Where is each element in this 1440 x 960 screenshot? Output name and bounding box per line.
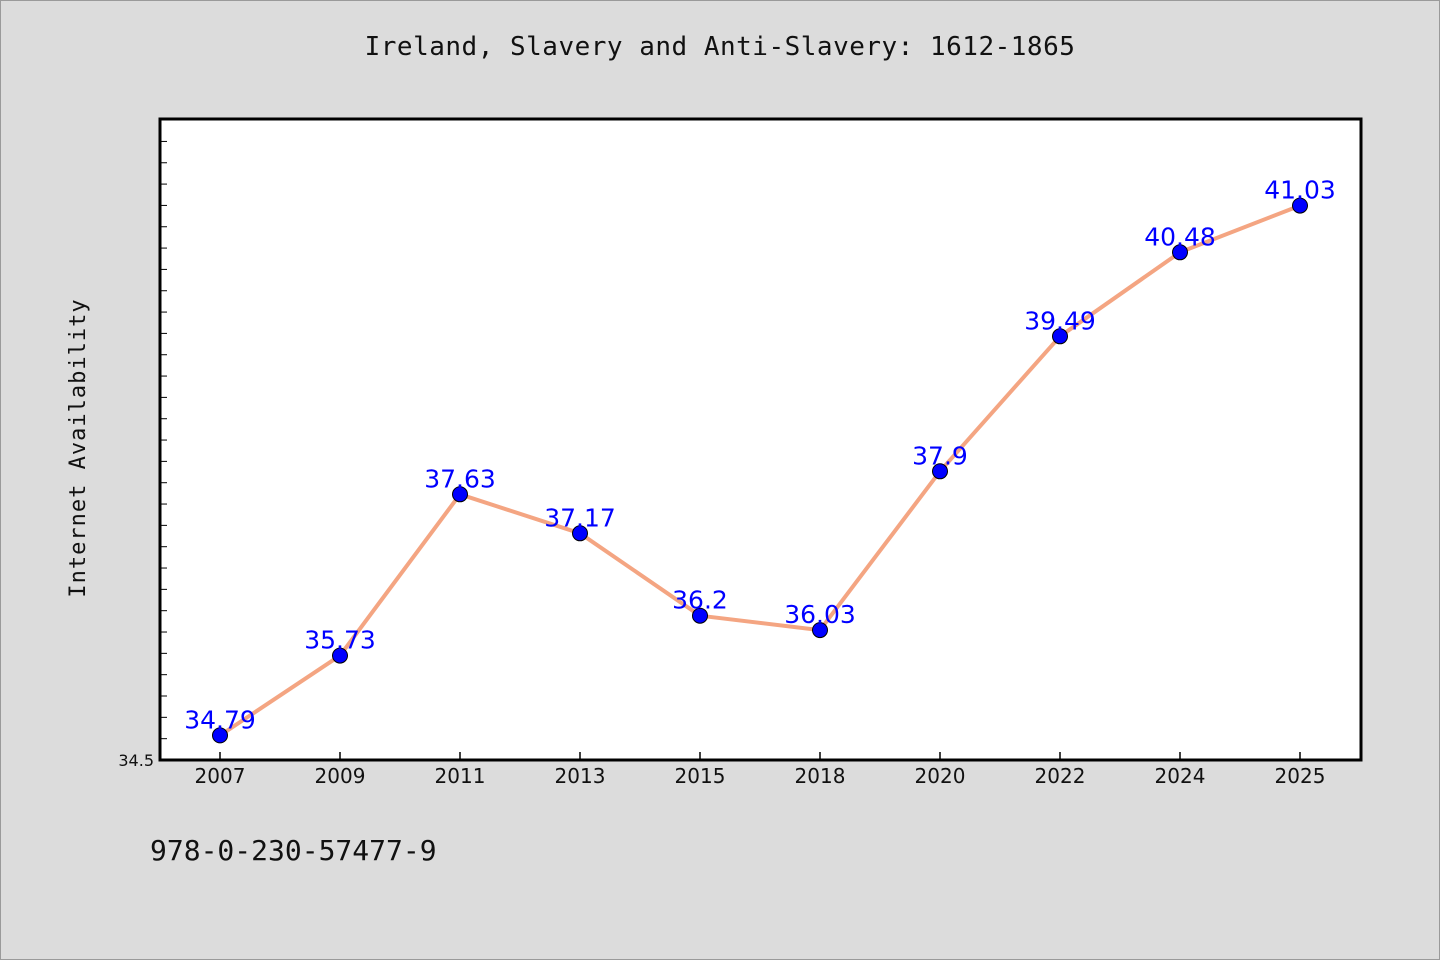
x-tick-label: 2011: [435, 764, 486, 788]
data-label: 34.79: [184, 705, 256, 734]
x-tick-label: 2024: [1155, 764, 1206, 788]
y-axis-ticks: 34.5: [118, 140, 167, 770]
data-labels: 34.79 35.73 37.63 37.17 36.2 36.03 37.9 39.49 40…: [184, 176, 1336, 735]
x-tick-label: 2015: [675, 764, 726, 788]
data-label: 37.63: [424, 464, 496, 493]
data-point: [932, 463, 948, 480]
data-label: 40.48: [1144, 222, 1216, 251]
data-point: [452, 486, 468, 503]
data-point: [212, 727, 228, 744]
y-axis-label: Internet Availability: [66, 298, 91, 597]
data-point: [332, 647, 348, 664]
x-axis-ticks: 2007 2009 2011 2013 2015 2018 2020 2022 2024 2025: [195, 752, 1326, 788]
data-label: 35.73: [304, 626, 376, 655]
chart-title: Ireland, Slavery and Anti-Slavery: 1612-…: [364, 32, 1076, 62]
x-tick-label: 2025: [1275, 764, 1326, 788]
data-point: [1292, 197, 1308, 214]
x-tick-label: 2009: [315, 764, 366, 788]
x-tick-label: 2013: [555, 764, 606, 788]
series-line: [218, 203, 1301, 738]
data-label: 37.9: [912, 441, 968, 470]
data-label: 36.03: [784, 600, 856, 629]
data-point: [1172, 244, 1188, 261]
data-point: [692, 607, 708, 624]
data-label: 39.49: [1024, 306, 1096, 335]
x-tick-label: 2022: [1035, 764, 1086, 788]
data-label: 37.17: [544, 503, 616, 532]
plot-area: [158, 117, 1363, 762]
x-tick-label: 2020: [915, 764, 966, 788]
data-point: [572, 525, 588, 542]
data-label: 36.2: [672, 586, 728, 615]
y-tick-label: 34.5: [118, 751, 154, 770]
data-point: [812, 622, 828, 639]
x-tick-label: 2018: [795, 764, 846, 788]
data-point: [1052, 328, 1068, 345]
data-markers: [212, 197, 1308, 744]
x-tick-label: 2007: [195, 764, 246, 788]
data-label: 41.03: [1264, 176, 1336, 205]
isbn-label: 978-0-230-57477-9: [150, 834, 437, 867]
